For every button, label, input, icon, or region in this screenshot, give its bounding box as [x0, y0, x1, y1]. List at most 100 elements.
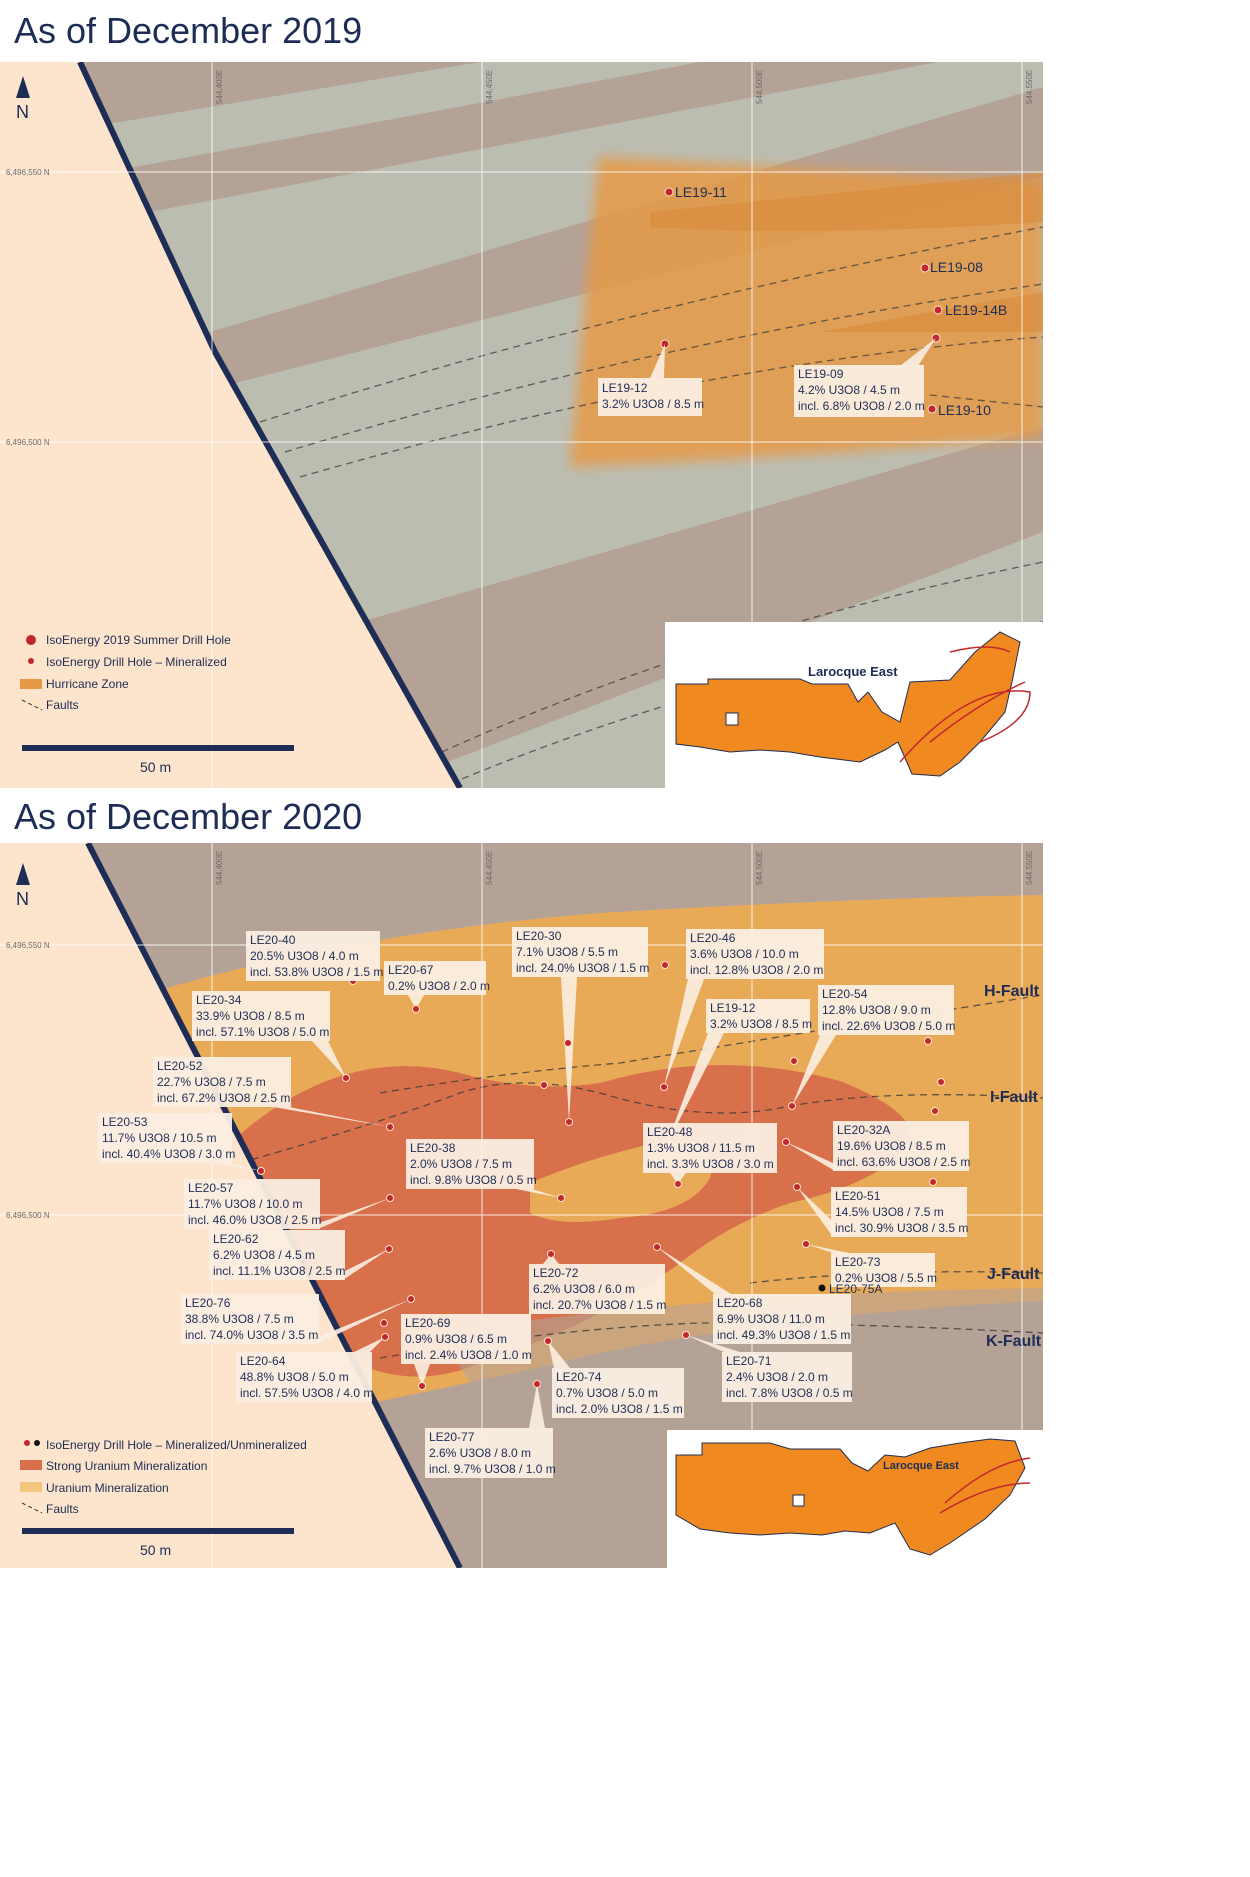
callout-grade: 6.9% U3O8 / 11.0 m	[717, 1312, 825, 1326]
drill-hole[interactable]	[931, 1107, 939, 1115]
callout-name: LE20-30	[516, 929, 562, 943]
callout-le20-54[interactable]: LE20-54 12.8% U3O8 / 9.0 m incl. 22.6% U3O…	[818, 985, 955, 1035]
callout-incl: incl. 11.1% U3O8 / 2.5 m	[213, 1264, 346, 1278]
callout-name: LE20-64	[240, 1354, 286, 1368]
callout-le20-67[interactable]: LE20-67 0.2% U3O8 / 2.0 m	[384, 961, 490, 995]
callout-le19-09[interactable]: LE19-09 4.2% U3O8 / 4.5 m incl. 6.8% U3O…	[794, 365, 925, 417]
callout-grade: 7.1% U3O8 / 5.5 m	[516, 945, 618, 959]
drill-hole[interactable]	[933, 305, 943, 315]
drill-hole[interactable]	[418, 1382, 426, 1390]
north-arrow: N	[16, 76, 30, 122]
drill-hole[interactable]	[257, 1167, 265, 1175]
callout-incl: incl. 2.0% U3O8 / 1.5 m	[556, 1402, 683, 1416]
drill-hole[interactable]	[788, 1102, 796, 1110]
callout-leader	[548, 1341, 570, 1368]
drill-hole[interactable]	[386, 1123, 394, 1131]
callout-le20-64[interactable]: LE20-64 48.8% U3O8 / 5.0 m incl. 57.5% U3O…	[236, 1352, 373, 1402]
callout-le20-76[interactable]: LE20-76 38.8% U3O8 / 7.5 m incl. 74.0% U3O…	[181, 1294, 319, 1344]
drill-hole[interactable]	[385, 1245, 393, 1253]
scale-label: 50 m	[140, 1542, 171, 1558]
drill-hole[interactable]	[412, 1005, 420, 1013]
callout-grade: 12.8% U3O8 / 9.0 m	[822, 1003, 931, 1017]
callout-le20-71[interactable]: LE20-71 2.4% U3O8 / 2.0 m incl. 7.8% U3O8 …	[722, 1352, 853, 1402]
drill-hole[interactable]	[920, 263, 930, 273]
drill-hole[interactable]	[929, 1178, 937, 1186]
legend-uranium: Uranium Mineralization	[46, 1481, 169, 1495]
drill-hole[interactable]	[664, 187, 674, 197]
drill-hole[interactable]	[533, 1380, 541, 1388]
outside-area	[0, 62, 460, 788]
leader-le19-12	[650, 344, 665, 378]
drill-hole[interactable]	[790, 1057, 798, 1065]
legend-2019: IsoEnergy 2019 Summer Drill Hole IsoEner…	[20, 633, 294, 775]
callout-le20-74[interactable]: LE20-74 0.7% U3O8 / 5.0 m incl. 2.0% U3O8 …	[552, 1368, 684, 1418]
callout-incl: incl. 63.6% U3O8 / 2.5 m	[837, 1155, 970, 1169]
drill-hole[interactable]	[544, 1337, 552, 1345]
callout-le20-51[interactable]: LE20-51 14.5% U3O8 / 7.5 m incl. 30.9% U3O…	[831, 1187, 968, 1237]
callout-le20-34[interactable]: LE20-34 33.9% U3O8 / 8.5 m incl. 57.1% U3O…	[192, 991, 330, 1041]
grid-label-e1: 544,400E	[215, 70, 224, 104]
drill-hole[interactable]	[674, 1180, 682, 1188]
callout-box	[192, 991, 330, 1041]
drill-hole[interactable]	[380, 1319, 388, 1327]
callout-grade: 3.6% U3O8 / 10.0 m	[690, 947, 799, 961]
drill-hole[interactable]	[793, 1183, 801, 1191]
drill-hole[interactable]	[660, 1083, 668, 1091]
callout-le20-38[interactable]: LE20-38 2.0% U3O8 / 7.5 m incl. 9.8% U3O8 …	[406, 1139, 537, 1189]
callout-incl: incl. 57.1% U3O8 / 5.0 m	[196, 1025, 329, 1039]
drill-hole[interactable]	[661, 961, 669, 969]
drill-hole[interactable]	[564, 1039, 572, 1047]
callout-le20-57[interactable]: LE20-57 11.7% U3O8 / 10.0 m incl. 46.0% U3…	[184, 1179, 321, 1229]
drill-hole[interactable]	[407, 1295, 415, 1303]
callout-leader	[302, 1198, 390, 1229]
callout-le20-53[interactable]: LE20-53 11.7% U3O8 / 10.5 m incl. 40.4% U3…	[98, 1113, 235, 1163]
drill-hole[interactable]	[381, 1333, 389, 1341]
callout-le20-48[interactable]: LE20-48 1.3% U3O8 / 11.5 m incl. 3.3% U3O8…	[643, 1123, 777, 1173]
callout-le20-69[interactable]: LE20-69 0.9% U3O8 / 6.5 m incl. 2.4% U3O8 …	[401, 1314, 532, 1364]
callout-le20-32a[interactable]: LE20-32A 19.6% U3O8 / 8.5 m incl. 63.6% U3…	[833, 1121, 970, 1171]
callout-name: LE20-72	[533, 1266, 579, 1280]
hole-label-le20-75a: LE20-75A	[829, 1282, 882, 1296]
callout-grade: 0.2% U3O8 / 5.5 m	[835, 1271, 937, 1285]
callout-le20-77[interactable]: LE20-77 2.6% U3O8 / 8.0 m incl. 9.7% U3O8 …	[425, 1428, 556, 1478]
unmineralized-hole[interactable]: LE20-75A	[818, 1282, 883, 1296]
callout-le20-40[interactable]: LE20-40 20.5% U3O8 / 4.0 m incl. 53.8% U3O…	[246, 931, 383, 981]
callout-le20-73[interactable]: LE20-73 0.2% U3O8 / 5.5 m	[831, 1253, 937, 1287]
callout-box	[181, 1294, 319, 1344]
grid-label-n2: 6,496,500 N	[6, 1211, 50, 1220]
drill-hole[interactable]	[540, 1081, 548, 1089]
callout-grade: 20.5% U3O8 / 4.0 m	[250, 949, 359, 963]
callout-box	[831, 1187, 967, 1237]
drill-hole[interactable]	[924, 1037, 932, 1045]
drill-hole[interactable]	[386, 1194, 394, 1202]
callout-le20-72[interactable]: LE20-72 6.2% U3O8 / 6.0 m incl. 20.7% U3O8…	[529, 1264, 666, 1314]
callout-leader	[666, 1033, 724, 1146]
drill-hole[interactable]	[653, 1243, 661, 1251]
drill-hole[interactable]	[782, 1138, 790, 1146]
drill-hole[interactable]	[557, 1194, 565, 1202]
callout-le20-68[interactable]: LE20-68 6.9% U3O8 / 11.0 m incl. 49.3% U3O…	[713, 1294, 851, 1344]
callout-grade: 2.0% U3O8 / 7.5 m	[410, 1157, 512, 1171]
drill-hole[interactable]	[927, 404, 937, 414]
callout-le20-62[interactable]: LE20-62 6.2% U3O8 / 4.5 m incl. 11.1% U3O8…	[209, 1230, 346, 1280]
drill-hole[interactable]	[565, 1118, 573, 1126]
drill-hole[interactable]	[937, 1078, 945, 1086]
callout-le20-46[interactable]: LE20-46 3.6% U3O8 / 10.0 m incl. 12.8% U3O…	[686, 929, 824, 979]
callout-le19-12[interactable]: LE19-12 3.2% U3O8 / 8.5 m	[706, 999, 812, 1033]
callout-box	[153, 1057, 291, 1107]
drill-hole[interactable]	[547, 1250, 555, 1258]
drill-hole[interactable]	[342, 1074, 350, 1082]
callout-incl: incl. 9.7% U3O8 / 1.0 m	[429, 1462, 556, 1476]
callout-leader	[792, 1035, 836, 1106]
callout-le20-30[interactable]: LE20-30 7.1% U3O8 / 5.5 m incl. 24.0% U3O8…	[512, 927, 649, 977]
drill-hole[interactable]	[802, 1240, 810, 1248]
callout-le19-12[interactable]: LE19-12 3.2% U3O8 / 8.5 m	[598, 378, 704, 416]
north-arrow: N	[16, 863, 30, 909]
callout-leader	[561, 977, 577, 1122]
callout-grade: 3.2% U3O8 / 8.5 m	[602, 397, 704, 411]
callout-box	[722, 1352, 852, 1402]
callout-grade: 0.7% U3O8 / 5.0 m	[556, 1386, 658, 1400]
callout-box	[406, 1139, 534, 1189]
drill-hole[interactable]	[682, 1331, 690, 1339]
callout-le20-52[interactable]: LE20-52 22.7% U3O8 / 7.5 m incl. 67.2% U3O…	[153, 1057, 291, 1107]
